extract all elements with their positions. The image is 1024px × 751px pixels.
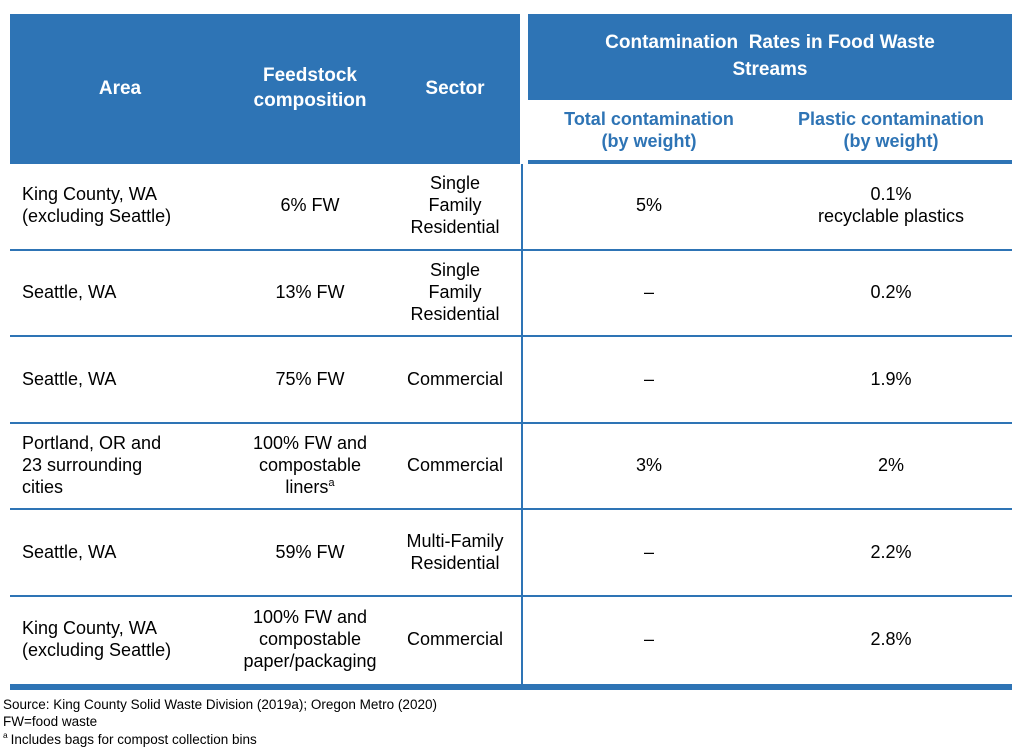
contamination-table: Area Feedstock composition Sector Contam…: [10, 14, 1012, 690]
cell-plastic-contamination: 2%: [877, 455, 904, 476]
cell-sector: Commercial: [406, 455, 503, 476]
cell-area: Portland, OR and 23 surrounding cities: [22, 433, 162, 498]
cell-sector: Commercial: [406, 629, 503, 650]
footnote-a-marker: a: [3, 730, 8, 741]
cell-sector: Single Family Residential: [410, 173, 500, 238]
cell-total-contamination: –: [643, 368, 654, 389]
footnotes: Source: King County Solid Waste Division…: [3, 696, 437, 748]
cell-area: Seattle, WA: [22, 281, 117, 302]
column-header-sector: Sector: [425, 77, 485, 99]
cell-plastic-contamination: 0.2%: [870, 281, 912, 302]
sub-header-row: Total contamination (by weight) Plastic …: [528, 100, 1012, 164]
banner-title: Contamination Rates in Food Waste Stream…: [528, 14, 1012, 100]
cell-area: Seattle, WA: [22, 368, 117, 389]
cell-area: King County, WA (excluding Seattle): [22, 184, 172, 227]
cell-area: Seattle, WA: [22, 541, 117, 562]
table-header: Area Feedstock composition Sector Contam…: [10, 14, 1012, 164]
cell-feedstock: 75% FW: [275, 368, 345, 389]
cell-sector: Commercial: [406, 368, 503, 389]
cell-total-contamination: –: [643, 281, 654, 302]
cell-plastic-contamination: 2.8%: [870, 629, 912, 650]
cell-total-contamination: 3%: [635, 455, 662, 476]
table-row: King County, WA (excluding Seattle) 6% F…: [10, 164, 1012, 251]
cell-feedstock: 13% FW: [275, 281, 345, 302]
cell-feedstock: 6% FW: [280, 195, 340, 216]
cell-sector: Multi-Family Residential: [406, 530, 504, 573]
table-row: King County, WA (excluding Seattle) 100%…: [10, 597, 1012, 684]
table-row: Seattle, WA 59% FW Multi-Family Resident…: [10, 510, 1012, 597]
footnote-a: a Includes bags for compost collection bi…: [3, 731, 437, 748]
column-header-area: Area: [98, 77, 142, 99]
cell-feedstock-text: 100% FW and compostable liners: [252, 433, 368, 498]
column-header-plastic-contamination: Plastic contamination (by weight): [797, 108, 985, 152]
cell-feedstock: 59% FW: [275, 541, 345, 562]
column-header-total-contamination: Total contamination (by weight): [564, 108, 734, 152]
cell-total-contamination: –: [643, 541, 654, 562]
table-row: Portland, OR and 23 surrounding cities 1…: [10, 424, 1012, 511]
table-row: Seattle, WA 13% FW Single Family Residen…: [10, 251, 1012, 338]
cell-plastic-contamination: 1.9%: [870, 368, 912, 389]
cell-total-contamination: 5%: [635, 195, 662, 216]
cell-plastic-contamination: 0.1% recyclable plastics: [817, 184, 965, 227]
cell-total-contamination: –: [643, 629, 654, 650]
column-header-feedstock: Feedstock composition: [253, 65, 367, 111]
right-header-block: Contamination Rates in Food Waste Stream…: [528, 14, 1012, 164]
table-row: Seattle, WA 75% FW Commercial – 1.9%: [10, 337, 1012, 424]
left-header-block: Area Feedstock composition Sector: [10, 14, 520, 164]
cell-feedstock: 100% FW and compostable paper/packaging: [243, 607, 377, 672]
cell-plastic-contamination: 2.2%: [870, 541, 912, 562]
footnote-a-text: Includes bags for compost collection bin…: [10, 731, 257, 747]
footnote-source: Source: King County Solid Waste Division…: [3, 697, 437, 712]
cell-feedstock: 100% FW and compostable linersa: [230, 433, 390, 499]
table-body: King County, WA (excluding Seattle) 6% F…: [10, 164, 1012, 690]
cell-sector: Single Family Residential: [410, 259, 500, 324]
footnote-fw-definition: FW=food waste: [3, 714, 98, 730]
header-gap: [520, 14, 528, 164]
cell-area: King County, WA (excluding Seattle): [22, 618, 172, 661]
vertical-divider: [521, 164, 523, 684]
footnote-marker-a: a: [328, 477, 335, 490]
